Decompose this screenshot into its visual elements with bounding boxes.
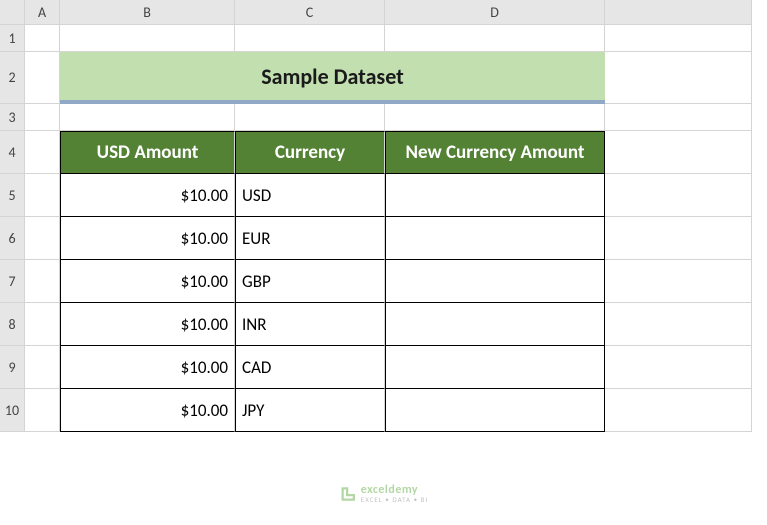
cell-new-amount[interactable]	[385, 303, 605, 346]
cell-new-amount[interactable]	[385, 217, 605, 260]
cell-new-amount[interactable]	[385, 389, 605, 432]
row-header-7[interactable]: 7	[0, 260, 25, 303]
cell-new-amount[interactable]	[385, 346, 605, 389]
cell[interactable]	[25, 25, 60, 52]
row-header-8[interactable]: 8	[0, 303, 25, 346]
cell[interactable]	[605, 346, 752, 389]
row-header-5[interactable]: 5	[0, 174, 25, 217]
cell[interactable]	[25, 174, 60, 217]
cell-amount[interactable]: $10.00	[60, 389, 235, 432]
cell[interactable]	[605, 174, 752, 217]
cell-currency[interactable]: INR	[235, 303, 385, 346]
cell[interactable]	[235, 25, 385, 52]
col-header-c[interactable]: C	[235, 0, 385, 25]
cell-new-amount[interactable]	[385, 174, 605, 217]
table-header-currency[interactable]: Currency	[235, 131, 385, 174]
col-header-e[interactable]	[605, 0, 752, 25]
cell[interactable]	[60, 104, 235, 131]
col-header-d[interactable]: D	[385, 0, 605, 25]
row-header-10[interactable]: 10	[0, 389, 25, 432]
cell-currency[interactable]: GBP	[235, 260, 385, 303]
select-all-corner[interactable]	[0, 0, 25, 25]
watermark-tagline: EXCEL • DATA • BI	[361, 496, 428, 503]
cell[interactable]	[605, 217, 752, 260]
cell-new-amount[interactable]	[385, 260, 605, 303]
title-banner[interactable]: Sample Dataset	[60, 52, 605, 104]
cell[interactable]	[25, 104, 60, 131]
table-header-usd-amount[interactable]: USD Amount	[60, 131, 235, 174]
cell-amount[interactable]: $10.00	[60, 346, 235, 389]
row-header-4[interactable]: 4	[0, 131, 25, 174]
cell[interactable]	[605, 25, 752, 52]
cell-currency[interactable]: CAD	[235, 346, 385, 389]
row-header-9[interactable]: 9	[0, 346, 25, 389]
cell[interactable]	[25, 52, 60, 104]
cell[interactable]	[60, 25, 235, 52]
cell[interactable]	[25, 217, 60, 260]
cell[interactable]	[385, 25, 605, 52]
cell-amount[interactable]: $10.00	[60, 260, 235, 303]
logo-icon	[339, 485, 357, 503]
cell[interactable]	[605, 303, 752, 346]
watermark: exceldemy EXCEL • DATA • BI	[339, 484, 428, 503]
col-header-a[interactable]: A	[25, 0, 60, 25]
cell[interactable]	[25, 346, 60, 389]
cell[interactable]	[605, 104, 752, 131]
cell[interactable]	[25, 389, 60, 432]
cell-amount[interactable]: $10.00	[60, 303, 235, 346]
cell[interactable]	[605, 260, 752, 303]
cell[interactable]	[605, 131, 752, 174]
row-header-1[interactable]: 1	[0, 25, 25, 52]
col-header-b[interactable]: B	[60, 0, 235, 25]
cell[interactable]	[25, 260, 60, 303]
cell-currency[interactable]: USD	[235, 174, 385, 217]
cell-currency[interactable]: EUR	[235, 217, 385, 260]
cell[interactable]	[235, 104, 385, 131]
table-header-new-amount[interactable]: New Currency Amount	[385, 131, 605, 174]
cell[interactable]	[605, 389, 752, 432]
row-header-6[interactable]: 6	[0, 217, 25, 260]
cell[interactable]	[25, 131, 60, 174]
cell-currency[interactable]: JPY	[235, 389, 385, 432]
cell-amount[interactable]: $10.00	[60, 217, 235, 260]
cell[interactable]	[605, 52, 752, 104]
row-header-3[interactable]: 3	[0, 104, 25, 131]
cell[interactable]	[25, 303, 60, 346]
row-header-2[interactable]: 2	[0, 52, 25, 104]
cell[interactable]	[385, 104, 605, 131]
cell-amount[interactable]: $10.00	[60, 174, 235, 217]
spreadsheet-grid: A B C D 1 2 3 4 5 6 7 8 9 10 Sample Data…	[0, 0, 767, 432]
